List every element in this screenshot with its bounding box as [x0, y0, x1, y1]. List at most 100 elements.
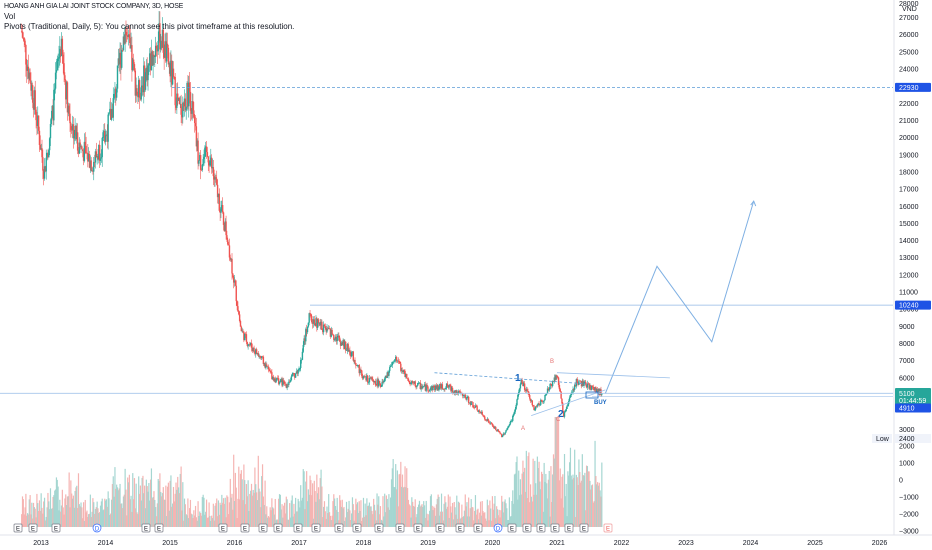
candle-body — [278, 382, 281, 384]
candle-body — [80, 146, 82, 148]
candle-body — [352, 351, 355, 361]
event-marker-letter: E — [261, 527, 265, 533]
candle-body — [151, 51, 153, 66]
volume-bar — [105, 499, 108, 527]
volume-bar — [333, 494, 335, 527]
volume-bar — [38, 500, 41, 527]
candle-body — [332, 334, 334, 336]
event-marker — [258, 523, 268, 533]
event-marker-letter: E — [337, 527, 341, 533]
volume-bar — [31, 502, 33, 527]
candle-body — [296, 371, 299, 374]
candle-body — [100, 157, 103, 159]
volume-bar — [135, 483, 137, 527]
candle-body — [417, 382, 420, 384]
volume-bar — [21, 496, 24, 527]
volume-bar — [119, 483, 121, 527]
candle-body — [268, 369, 271, 371]
candle-body — [166, 43, 169, 48]
candle-body — [267, 366, 270, 370]
volume-bar — [144, 485, 146, 527]
volume-bar — [261, 464, 264, 527]
candles — [20, 11, 603, 438]
candle-body — [376, 379, 378, 385]
candle-body — [318, 322, 321, 324]
volume-bar — [463, 510, 466, 527]
volume-bar — [338, 520, 340, 527]
volume-bar — [403, 486, 405, 527]
volume-bar — [454, 507, 456, 527]
candle-body — [551, 381, 554, 387]
volume-bar — [270, 510, 272, 527]
volume-bar — [406, 488, 409, 527]
volume-bar — [461, 504, 463, 527]
volume-bar — [250, 490, 252, 527]
volume-bar — [168, 510, 170, 527]
volume-bar — [336, 497, 338, 527]
volume-bar — [487, 505, 489, 527]
candle-body — [150, 51, 153, 71]
projection-arrowhead — [750, 200, 757, 207]
volume-bar — [478, 519, 480, 527]
candle-body — [191, 101, 193, 114]
candle-body — [389, 367, 391, 371]
candle-body — [482, 414, 484, 416]
volume-bar — [415, 517, 417, 527]
volume-bar — [226, 495, 228, 527]
candle-body — [435, 385, 438, 389]
volume-bar — [364, 503, 366, 527]
volume-bar — [35, 517, 37, 527]
candle-body — [594, 387, 596, 391]
volume-bar — [99, 505, 102, 527]
candle-body — [334, 336, 337, 340]
volume-bar — [585, 510, 587, 527]
candle-body — [220, 207, 222, 213]
candle-body — [315, 318, 317, 326]
candle-body — [438, 387, 440, 391]
candle-body — [236, 301, 238, 307]
candle-body — [60, 38, 63, 56]
candle-body — [380, 386, 382, 387]
volume-bar — [108, 498, 110, 527]
candle-body — [534, 406, 537, 410]
candle-body — [83, 141, 86, 161]
volume-bar — [600, 496, 602, 527]
event-marker — [218, 523, 228, 533]
drawings[interactable]: 1 2 B A C BUY — [0, 86, 893, 432]
y-tick-label: 26000 — [899, 32, 919, 39]
volume-bar — [45, 516, 47, 527]
candle-body — [423, 386, 425, 387]
volume-bar — [317, 487, 320, 527]
event-marker-letter: E — [296, 527, 300, 533]
candle-body — [229, 257, 232, 260]
volume-bar — [552, 454, 555, 527]
volume-bar — [398, 474, 400, 527]
candle-body — [279, 381, 282, 383]
candle-body — [50, 117, 53, 124]
volume-bar — [221, 494, 223, 527]
volume-bar — [482, 511, 484, 527]
volume-bar — [574, 517, 577, 527]
price-axis[interactable]: 2700026000250002400023000220002100020000… — [872, 1, 931, 536]
candle-body — [140, 87, 142, 100]
candle-body — [574, 384, 577, 387]
candle-body — [112, 98, 114, 118]
volume-bar — [553, 458, 555, 527]
candle-body — [405, 373, 407, 378]
candle-body — [384, 375, 387, 379]
volume-bar — [172, 503, 174, 527]
candle-body — [37, 115, 40, 131]
candle-body — [69, 113, 71, 124]
time-axis[interactable]: 2013 2014 2015 2016 2017 2018 2019 2020 2021 2022… — [33, 540, 887, 547]
candle-body — [176, 93, 178, 108]
volume-bar — [83, 520, 86, 527]
event-marker — [493, 523, 503, 533]
candle-body — [498, 431, 500, 433]
candle-body — [161, 29, 164, 48]
event-marker — [334, 523, 344, 533]
volume-bar — [96, 501, 98, 527]
volume-bar — [194, 515, 196, 527]
